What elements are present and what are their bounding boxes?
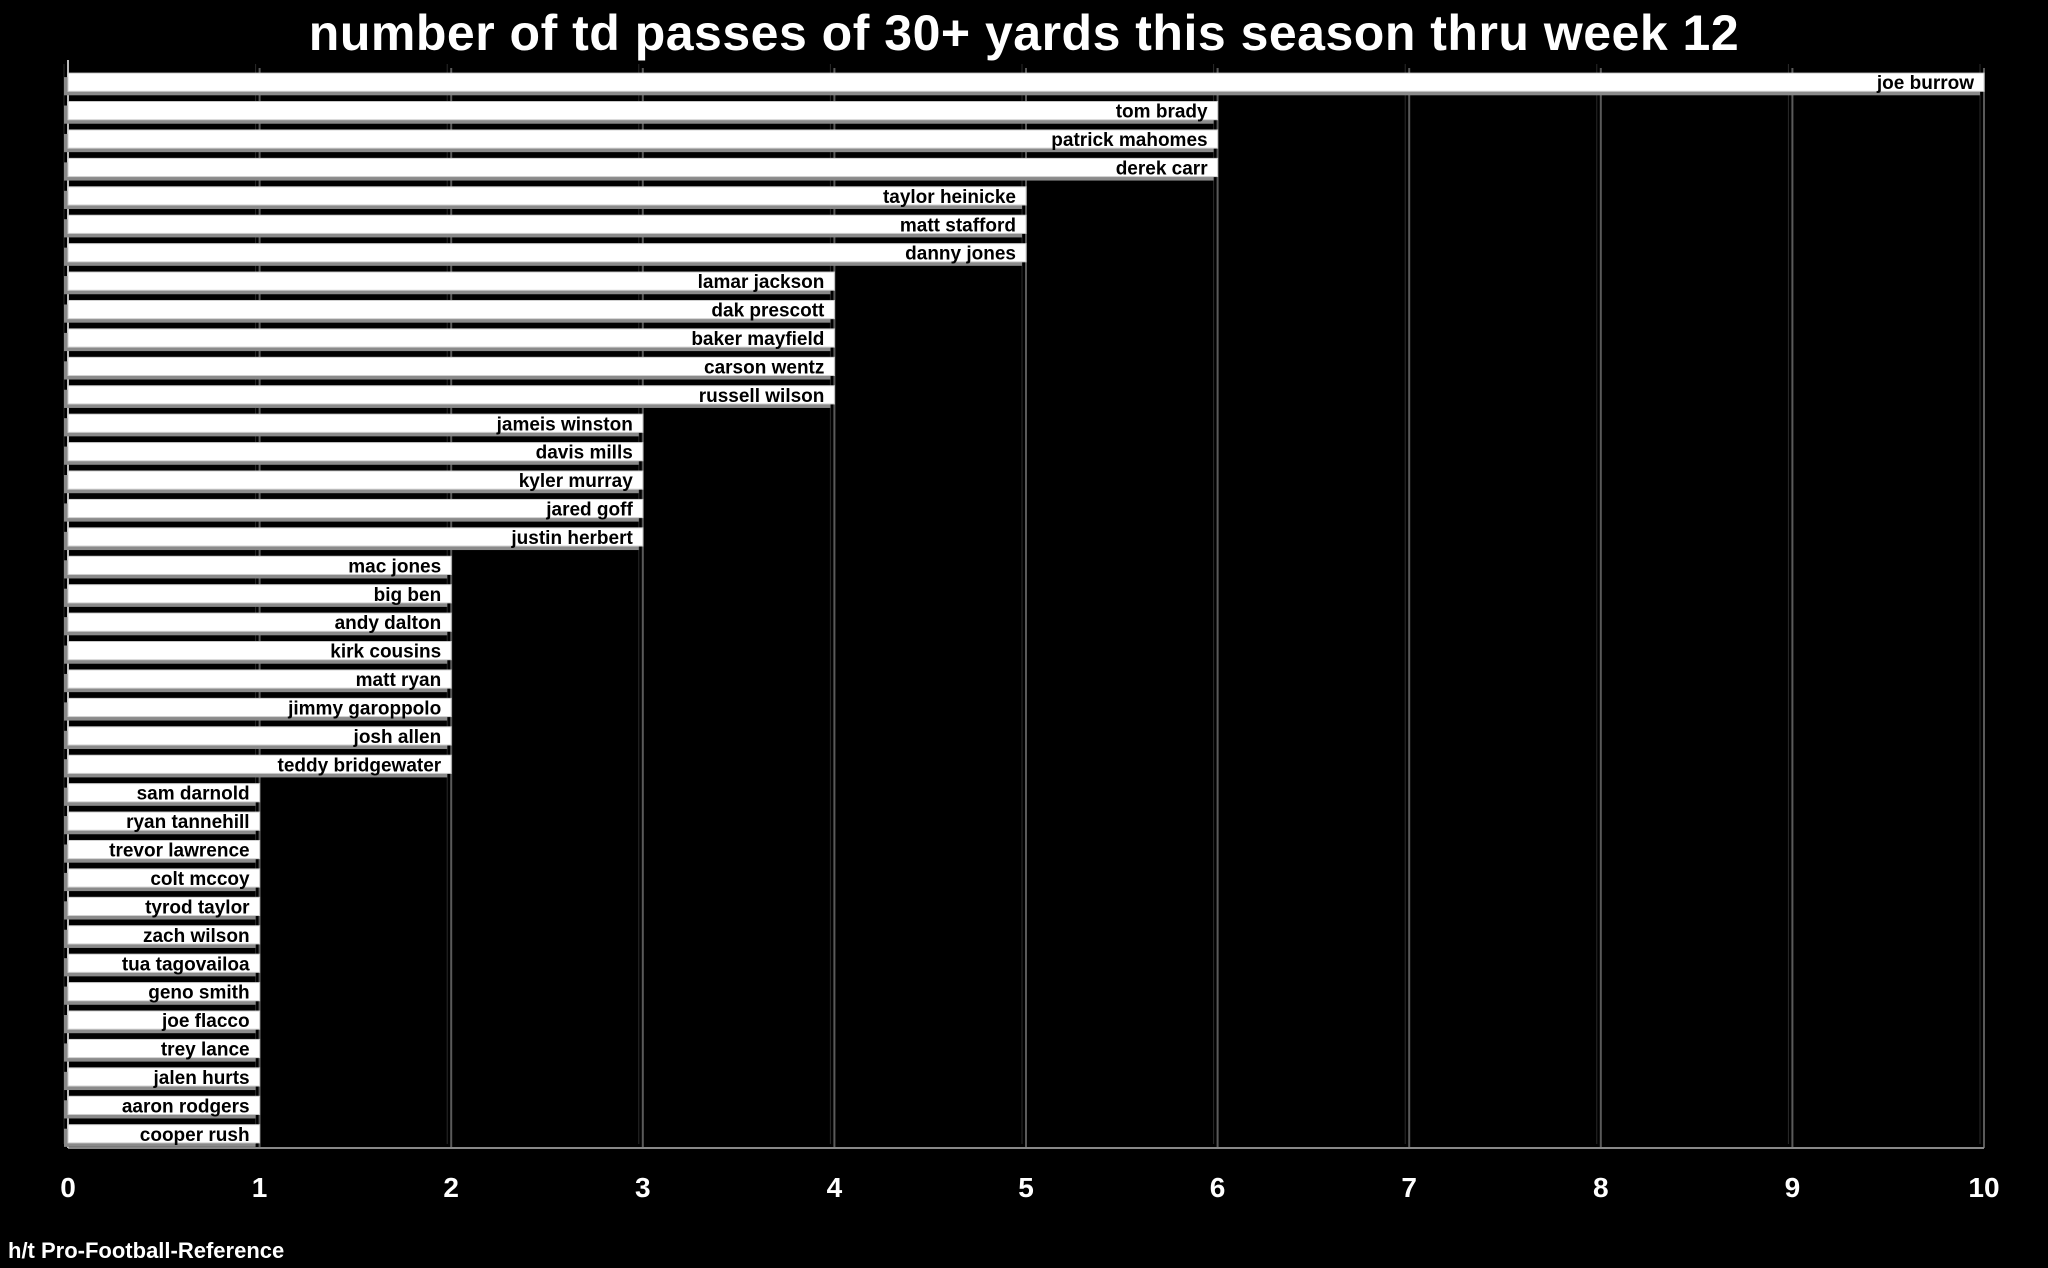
bar bbox=[67, 868, 261, 888]
bar bbox=[67, 726, 452, 746]
bar-label: tyrod taylor bbox=[145, 897, 250, 918]
bar-label: aaron rodgers bbox=[122, 1096, 250, 1117]
bar-label: joe flacco bbox=[161, 1011, 250, 1032]
bar bbox=[67, 754, 452, 774]
bar bbox=[67, 555, 452, 575]
bar-label: lamar jackson bbox=[698, 272, 825, 293]
bar bbox=[67, 299, 835, 320]
bar-label: mac jones bbox=[348, 556, 441, 577]
source-note: h/t Pro-Football-Reference bbox=[8, 1238, 285, 1263]
bar bbox=[67, 442, 644, 462]
bar bbox=[67, 101, 1219, 121]
bar-label: jalen hurts bbox=[153, 1068, 250, 1089]
bar bbox=[67, 328, 835, 348]
bar bbox=[67, 1095, 261, 1115]
bar bbox=[67, 612, 452, 632]
bar bbox=[67, 413, 644, 433]
bar-label: dak prescott bbox=[711, 301, 825, 322]
bar bbox=[67, 72, 1985, 92]
x-tick-label: 2 bbox=[443, 1172, 459, 1203]
bar bbox=[67, 697, 452, 718]
x-tick-label: 3 bbox=[635, 1172, 651, 1203]
bar-label: taylor heinicke bbox=[883, 187, 1016, 208]
bar bbox=[67, 783, 261, 803]
bar-label: matt ryan bbox=[356, 670, 442, 691]
bar bbox=[67, 214, 1027, 234]
x-tick-label: 6 bbox=[1210, 1172, 1226, 1203]
bar-label: derek carr bbox=[1116, 158, 1209, 179]
x-tick-label: 0 bbox=[60, 1172, 76, 1203]
bar bbox=[67, 1010, 261, 1030]
bar-label: geno smith bbox=[148, 983, 249, 1004]
x-tick-label: 10 bbox=[1968, 1172, 1999, 1203]
bar-label: matt stafford bbox=[900, 215, 1016, 236]
bar bbox=[67, 839, 261, 860]
x-tick-label: 5 bbox=[1018, 1172, 1034, 1203]
bar-label: kyler murray bbox=[519, 471, 634, 492]
bar-label: trevor lawrence bbox=[109, 841, 249, 862]
bar bbox=[67, 186, 1027, 206]
x-tick-label: 9 bbox=[1785, 1172, 1801, 1203]
bar-label: cooper rush bbox=[140, 1125, 250, 1146]
bar-label: jared goff bbox=[545, 500, 633, 521]
bar-label: danny jones bbox=[905, 244, 1016, 265]
bar bbox=[67, 498, 644, 519]
bar-label: tom brady bbox=[1116, 102, 1208, 123]
bar bbox=[67, 953, 261, 973]
bar bbox=[67, 811, 261, 831]
bar-label: teddy bridgewater bbox=[278, 755, 442, 776]
bar-label: davis mills bbox=[536, 443, 633, 464]
bar bbox=[67, 356, 835, 377]
bar bbox=[67, 470, 644, 490]
bar-label: andy dalton bbox=[335, 613, 442, 634]
bar bbox=[67, 271, 835, 291]
bar bbox=[67, 896, 261, 917]
bar-label: russell wilson bbox=[699, 386, 825, 407]
bar-label: zach wilson bbox=[143, 926, 250, 947]
x-tick-label: 1 bbox=[252, 1172, 268, 1203]
bar-label: big ben bbox=[374, 585, 442, 606]
bar bbox=[67, 669, 452, 689]
bar-label: jimmy garoppolo bbox=[287, 698, 441, 719]
bar bbox=[67, 1038, 261, 1059]
bar-label: justin herbert bbox=[510, 528, 633, 549]
bar bbox=[67, 584, 452, 604]
bar bbox=[67, 1124, 261, 1144]
bar-label: carson wentz bbox=[704, 357, 824, 378]
bar bbox=[67, 385, 835, 405]
x-tick-label: 7 bbox=[1401, 1172, 1417, 1203]
bar-label: kirk cousins bbox=[330, 642, 441, 663]
bar-label: joe burrow bbox=[1876, 73, 1974, 94]
chart-title: number of td passes of 30+ yards this se… bbox=[308, 5, 1740, 61]
bar bbox=[67, 527, 644, 547]
bar-label: baker mayfield bbox=[691, 329, 824, 350]
bar bbox=[67, 129, 1219, 149]
x-tick-label: 4 bbox=[827, 1172, 843, 1203]
bar-label: trey lance bbox=[161, 1040, 250, 1061]
bar bbox=[67, 641, 452, 661]
bar-label: colt mccoy bbox=[150, 869, 250, 890]
bar bbox=[67, 243, 1027, 263]
bar bbox=[67, 925, 261, 945]
bar bbox=[67, 982, 261, 1002]
bar-label: sam darnold bbox=[137, 784, 250, 805]
x-tick-label: 8 bbox=[1593, 1172, 1609, 1203]
bar bbox=[67, 157, 1219, 178]
bar-label: tua tagovailoa bbox=[122, 954, 250, 975]
bar-label: jameis winston bbox=[496, 414, 633, 435]
bar-label: patrick mahomes bbox=[1051, 130, 1207, 151]
bar bbox=[67, 1067, 261, 1087]
bar-label: ryan tannehill bbox=[126, 812, 250, 833]
bar-label: josh allen bbox=[353, 727, 442, 748]
